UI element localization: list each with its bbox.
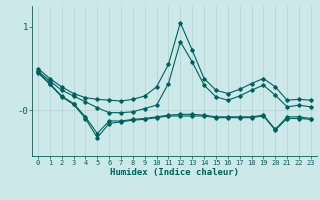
X-axis label: Humidex (Indice chaleur): Humidex (Indice chaleur): [110, 168, 239, 177]
